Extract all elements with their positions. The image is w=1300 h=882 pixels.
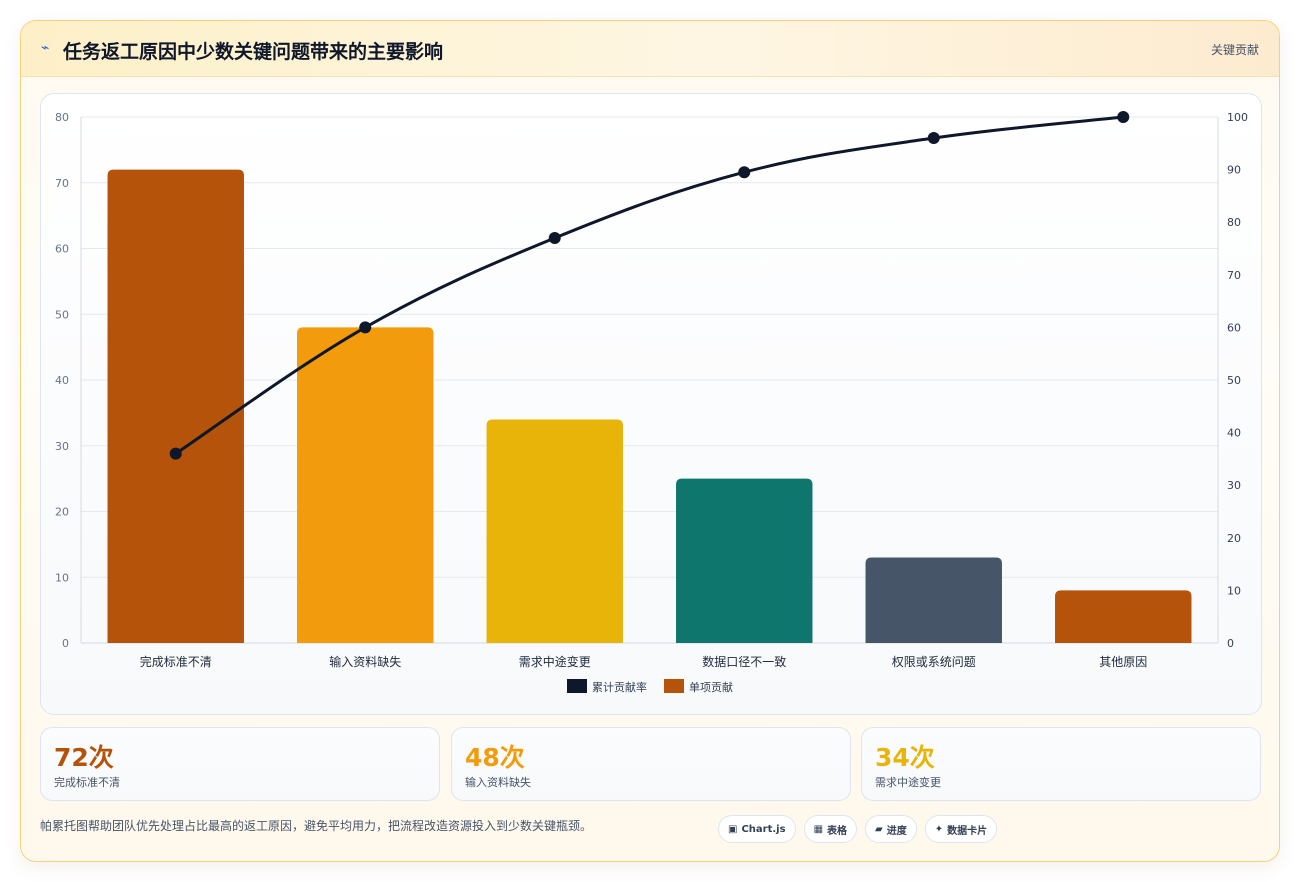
cumulative-point xyxy=(1117,111,1130,123)
stat-label: 输入资料缺失 xyxy=(465,776,531,789)
right-tick-label: 30 xyxy=(1227,479,1241,492)
right-tick-label: 20 xyxy=(1227,532,1241,545)
table-icon: ▦ xyxy=(813,823,824,835)
right-tick-label: 60 xyxy=(1227,321,1241,334)
right-tick-label: 70 xyxy=(1227,269,1241,282)
bar xyxy=(865,557,1002,643)
cumulative-point xyxy=(738,166,751,179)
stat-value: 48次 xyxy=(465,743,525,772)
left-tick-label: 30 xyxy=(55,440,69,453)
x-tick-label: 完成标准不清 xyxy=(140,654,212,669)
right-tick-label: 10 xyxy=(1227,584,1241,597)
left-tick-label: 40 xyxy=(55,374,69,387)
stat-label: 需求中途变更 xyxy=(875,776,941,789)
right-tick-label: 90 xyxy=(1227,164,1241,177)
stat-value: 34次 xyxy=(875,743,935,772)
sparkle-icon: ✦ xyxy=(934,823,944,835)
left-tick-label: 20 xyxy=(55,506,69,519)
left-tick-label: 70 xyxy=(55,177,69,190)
chip-label: 表格 xyxy=(827,825,848,837)
bar xyxy=(107,169,244,643)
left-tick-label: 0 xyxy=(62,637,69,650)
bar xyxy=(1055,590,1192,643)
cumulative-point xyxy=(169,447,182,460)
stat-card-1: 72次 完成标准不清 xyxy=(40,727,440,801)
x-tick-label: 需求中途变更 xyxy=(519,654,591,669)
progress-icon: ▰ xyxy=(875,823,883,835)
chip-label: 进度 xyxy=(886,825,907,837)
right-tick-label: 0 xyxy=(1227,637,1234,650)
stat-cards: 72次 完成标准不清 48次 输入资料缺失 34次 需求中途变更 xyxy=(40,727,1262,801)
stat-value: 72次 xyxy=(54,743,114,772)
left-tick-label: 60 xyxy=(55,243,69,256)
chip-data-cards[interactable]: ✦ 数据卡片 xyxy=(924,815,998,843)
bar xyxy=(676,478,813,643)
legend-swatch xyxy=(567,679,587,693)
right-tick-label: 40 xyxy=(1227,427,1241,440)
cumulative-point xyxy=(927,132,940,145)
left-tick-label: 80 xyxy=(55,111,69,124)
window-icon: ▣ xyxy=(728,823,738,835)
right-tick-label: 80 xyxy=(1227,216,1241,229)
stat-card-2: 48次 输入资料缺失 xyxy=(451,727,851,801)
x-tick-label: 其他原因 xyxy=(1099,655,1147,669)
card-header: ⌁ 任务返工原因中少数关键问题带来的主要影响 关键贡献 xyxy=(21,21,1279,77)
chip-progress[interactable]: ▰ 进度 xyxy=(865,815,917,843)
chip-table[interactable]: ▦ 表格 xyxy=(803,815,858,843)
page-title: 任务返工原因中少数关键问题带来的主要影响 xyxy=(63,41,444,63)
right-tick-label: 100 xyxy=(1227,111,1248,124)
report-card: ⌁ 任务返工原因中少数关键问题带来的主要影响 关键贡献 0 10 20 30 40 50 6… xyxy=(20,20,1280,862)
left-tick-label: 50 xyxy=(55,308,69,321)
chip-label: Chart.js xyxy=(741,823,786,835)
feature-chips: ▣ Chart.js ▦ 表格 ▰ 进度 ✦ 数据卡片 xyxy=(718,815,998,843)
chip-label: 数据卡片 xyxy=(947,825,988,837)
footer-description: 帕累托图帮助团队优先处理占比最高的返工原因，避免平均用力，把流程改造资源投入到少… xyxy=(40,819,593,833)
lightning-icon: ⌁ xyxy=(41,40,50,56)
x-tick-label: 数据口径不一致 xyxy=(702,654,786,669)
cumulative-point xyxy=(548,231,561,244)
bar xyxy=(297,327,434,643)
chart-panel: 0 10 20 30 40 50 60 70 80 0 10 20 30 40 50 60 70 80 90 100 完… xyxy=(40,93,1262,715)
x-tick-label: 输入资料缺失 xyxy=(329,654,401,669)
bar xyxy=(486,419,623,643)
legend-label: 累计贡献率 xyxy=(592,680,647,694)
left-tick-label: 10 xyxy=(55,571,69,584)
legend-label: 单项贡献 xyxy=(689,680,733,694)
stat-label: 完成标准不清 xyxy=(54,776,120,789)
chip-chartjs[interactable]: ▣ Chart.js xyxy=(718,815,796,843)
stat-card-3: 34次 需求中途变更 xyxy=(861,727,1261,801)
header-badge: 关键贡献 xyxy=(1210,43,1259,57)
right-tick-label: 50 xyxy=(1227,374,1241,387)
cumulative-line xyxy=(174,115,1124,455)
pareto-chart: 0 10 20 30 40 50 60 70 80 0 10 20 30 40 50 60 70 80 90 100 完… xyxy=(55,111,1248,694)
x-tick-label: 权限或系统问题 xyxy=(892,655,976,669)
cumulative-point xyxy=(359,321,372,334)
legend-swatch xyxy=(664,679,684,693)
